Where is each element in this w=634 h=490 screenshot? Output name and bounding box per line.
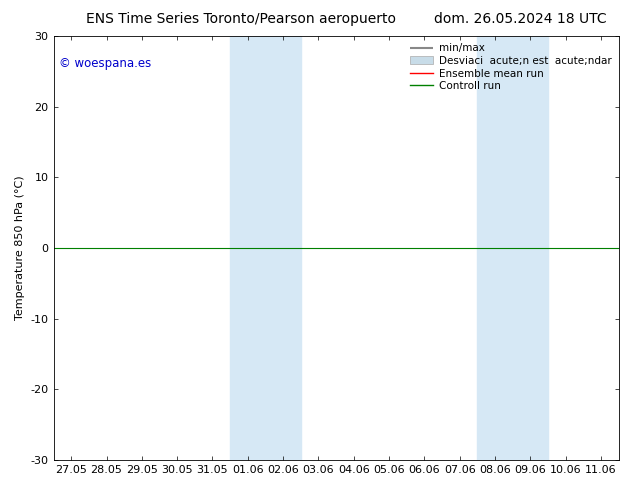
Text: ENS Time Series Toronto/Pearson aeropuerto: ENS Time Series Toronto/Pearson aeropuer… [86,12,396,26]
Legend: min/max, Desviaci  acute;n est  acute;ndar, Ensemble mean run, Controll run: min/max, Desviaci acute;n est acute;ndar… [408,41,613,93]
Y-axis label: Temperature 850 hPa (°C): Temperature 850 hPa (°C) [15,176,25,320]
Text: © woespana.es: © woespana.es [59,57,152,71]
Bar [477,36,548,460]
Text: dom. 26.05.2024 18 UTC: dom. 26.05.2024 18 UTC [434,12,606,26]
Bar [230,36,301,460]
